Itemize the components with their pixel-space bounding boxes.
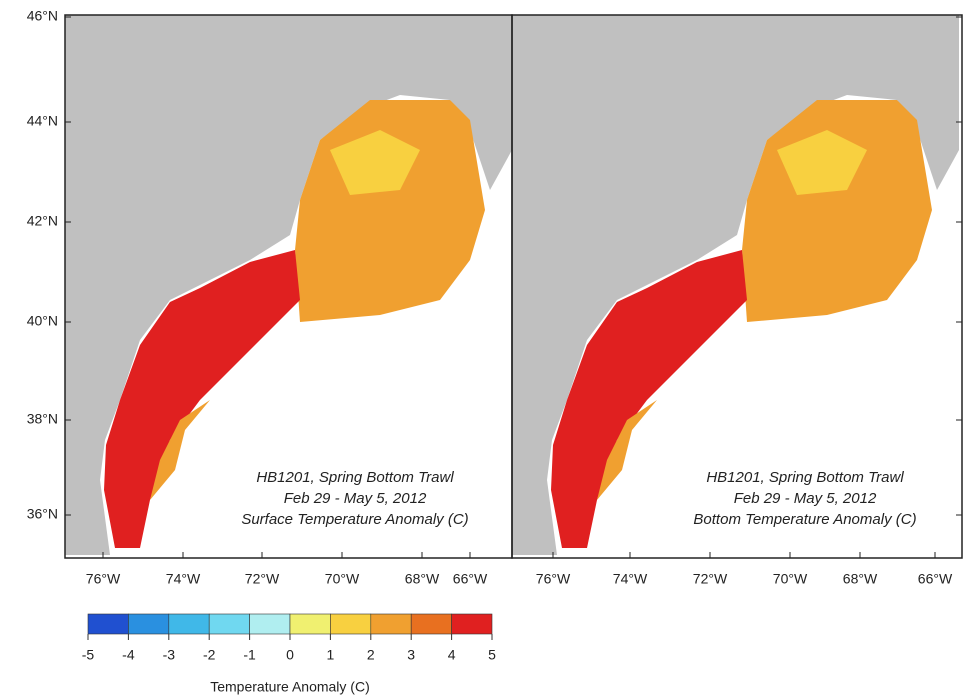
caption: Feb 29 - May 5, 2012: [734, 490, 877, 507]
longitude-label: 66°W: [918, 571, 953, 587]
colorbar-segment: [249, 613, 291, 635]
colorbar-tick-label: 2: [367, 647, 375, 663]
latitude-label: 38°N: [27, 411, 58, 427]
latitude-label: 46°N: [27, 8, 58, 24]
caption: Bottom Temperature Anomaly (C): [693, 511, 916, 528]
latitude-label: 42°N: [27, 213, 58, 229]
caption: HB1201, Spring Bottom Trawl: [256, 469, 454, 486]
caption: HB1201, Spring Bottom Trawl: [706, 469, 904, 486]
longitude-label: 76°W: [86, 571, 121, 587]
longitude-label: 66°W: [453, 571, 488, 587]
latitude-label: 44°N: [27, 113, 58, 129]
colorbar-tick-label: -1: [243, 647, 256, 663]
longitude-label: 76°W: [536, 571, 571, 587]
colorbar-tick-label: 4: [448, 647, 456, 663]
colorbar-segment: [289, 613, 331, 635]
latitude-label: 40°N: [27, 313, 58, 329]
colorbar-tick-label: 0: [286, 647, 294, 663]
longitude-label: 72°W: [693, 571, 728, 587]
colorbar-tick-label: 5: [488, 647, 496, 663]
colorbar-tick-label: -4: [122, 647, 135, 663]
colorbar-segment: [370, 613, 412, 635]
longitude-label: 74°W: [166, 571, 201, 587]
colorbar-tick-label: -2: [203, 647, 216, 663]
longitude-label: 74°W: [613, 571, 648, 587]
colorbar-segment: [330, 613, 372, 635]
longitude-label: 68°W: [405, 571, 440, 587]
colorbar-segment: [128, 613, 170, 635]
colorbar-segment: [410, 613, 452, 635]
caption: Surface Temperature Anomaly (C): [241, 511, 468, 528]
longitude-label: 72°W: [245, 571, 280, 587]
latitude-label: 36°N: [27, 506, 58, 522]
colorbar-segment: [168, 613, 210, 635]
colorbar-label: Temperature Anomaly (C): [210, 679, 370, 695]
colorbar-segment: [87, 613, 129, 635]
colorbar-tick-label: 1: [327, 647, 335, 663]
colorbar-tick-label: -3: [163, 647, 176, 663]
longitude-label: 68°W: [843, 571, 878, 587]
colorbar-segment: [451, 613, 493, 635]
longitude-label: 70°W: [773, 571, 808, 587]
colorbar-tick-label: -5: [82, 647, 95, 663]
colorbar-tick-label: 3: [407, 647, 415, 663]
colorbar-segment: [208, 613, 250, 635]
panel-frame: [511, 14, 963, 559]
longitude-label: 70°W: [325, 571, 360, 587]
caption: Feb 29 - May 5, 2012: [284, 490, 427, 507]
